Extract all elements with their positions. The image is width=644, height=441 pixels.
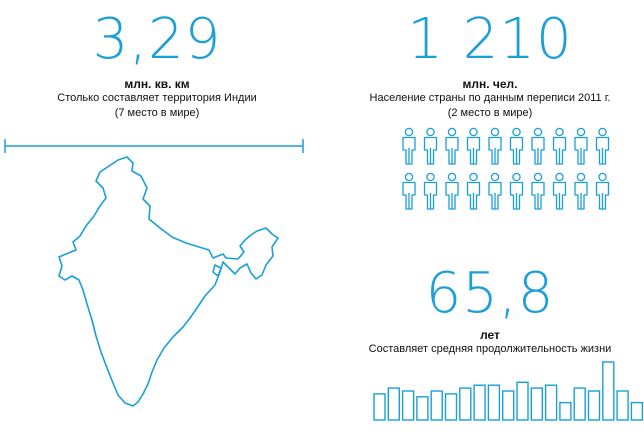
life-expectancy-bar <box>473 384 486 421</box>
life-expectancy-value: 65,8 <box>425 261 555 326</box>
person-icon <box>531 172 545 210</box>
life-expectancy-unit: лет <box>480 328 500 342</box>
person-icon <box>509 172 524 210</box>
person-icon <box>466 172 481 210</box>
population-stat: 1 210 млн. чел. Население страны по данн… <box>336 12 644 121</box>
life-expectancy-bar <box>559 401 572 421</box>
area-stat: 3,29 млн. кв. км Столько составляет терр… <box>0 12 314 121</box>
person-icon <box>552 172 567 210</box>
life-expectancy-bar <box>516 381 529 421</box>
population-unit: млн. чел. <box>462 77 518 91</box>
life-expectancy-bar <box>530 387 543 421</box>
person-icon <box>445 127 459 165</box>
area-description: Столько составляет территория Индии <box>57 92 257 104</box>
person-icon <box>423 127 438 165</box>
population-description: Население страны по данным переписи 2011… <box>369 92 611 104</box>
life-expectancy-bar <box>616 390 629 421</box>
life-expectancy-description: Составляет средняя продолжительность жиз… <box>368 343 612 355</box>
life-expectancy-bar <box>401 390 415 421</box>
person-icon <box>574 172 588 210</box>
life-expectancy-bar <box>487 384 501 421</box>
area-unit: млн. кв. км <box>124 77 190 91</box>
population-value: 1 210 <box>407 7 573 72</box>
life-expectancy-bar <box>630 401 644 421</box>
life-expectancy-bar <box>416 396 429 421</box>
life-expectancy-bar <box>459 387 472 421</box>
population-rank: (2 место в мире) <box>447 107 533 119</box>
life-expectancy-stat: 65,8 лет Составляет средняя продолжитель… <box>336 266 644 357</box>
person-icon <box>445 172 459 210</box>
person-icon <box>509 127 524 165</box>
life-expectancy-bar <box>602 361 615 421</box>
person-icon <box>552 127 567 165</box>
life-expectancy-bar <box>587 390 601 421</box>
person-icon <box>531 127 545 165</box>
life-expectancy-bar <box>544 384 558 421</box>
life-expectancy-bar <box>573 387 586 421</box>
area-rank: (7 место в мире) <box>114 107 200 119</box>
life-expectancy-bar <box>502 390 515 421</box>
person-icon <box>488 172 502 210</box>
person-icon <box>402 172 416 210</box>
area-value: 3,29 <box>92 7 222 72</box>
person-icon <box>574 127 588 165</box>
life-expectancy-bar <box>430 390 443 421</box>
person-icon <box>466 127 481 165</box>
life-expectancy-bar <box>387 387 400 421</box>
person-icon <box>595 172 610 210</box>
person-icon <box>423 172 438 210</box>
person-icon <box>402 127 416 165</box>
life-expectancy-bar <box>373 393 386 421</box>
person-icon <box>488 127 502 165</box>
person-icon <box>595 127 610 165</box>
life-expectancy-bar <box>444 393 458 421</box>
